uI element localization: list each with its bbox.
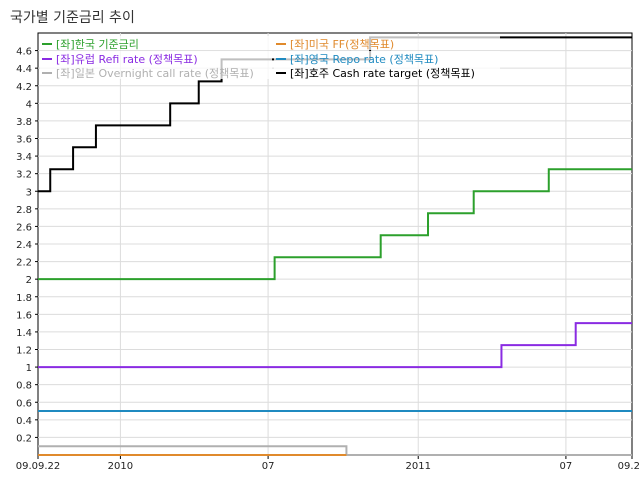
- x-tick-label: 2010: [108, 461, 133, 472]
- series-line-2: [38, 445, 632, 456]
- y-tick-label: 2: [26, 275, 32, 286]
- legend-bg: [40, 65, 272, 79]
- y-tick-label: 2.6: [16, 222, 32, 233]
- legend-bg: [274, 51, 500, 65]
- y-tick-label: 3: [26, 187, 32, 198]
- legend-label: [좌]미국 FF(정책목표): [290, 38, 394, 51]
- y-tick-label: 1.4: [16, 328, 32, 339]
- x-tick-label: 09.20: [618, 461, 640, 472]
- y-tick-label: 2.8: [16, 205, 32, 216]
- legend-label: [좌]한국 기준금리: [56, 38, 139, 51]
- legend-bg: [274, 36, 500, 50]
- legend-label: [좌]유럽 Refi rate (정책목표): [56, 52, 198, 66]
- legend-label: [좌]일본 Overnight call rate (정책목표): [56, 66, 254, 80]
- y-tick-label: 1.6: [16, 310, 32, 321]
- x-tick-label: 2011: [405, 461, 430, 472]
- x-tick-label: 07: [560, 461, 573, 472]
- y-tick-label: 4.2: [16, 82, 32, 93]
- legend-bg: [40, 36, 272, 50]
- y-tick-label: 3.8: [16, 117, 32, 128]
- y-tick-label: 2.4: [16, 240, 32, 251]
- y-tick-label: 4.4: [16, 64, 32, 75]
- y-tick-label: 1.2: [16, 346, 32, 357]
- y-tick-label: 0.6: [16, 398, 32, 409]
- legend-bg: [274, 65, 500, 79]
- y-tick-label: 0.2: [16, 433, 32, 444]
- legend-label: [좌]영국 Repo rate (정책목표): [290, 53, 438, 66]
- y-tick-label: 1: [26, 363, 32, 374]
- x-tick-label: 09.09.22: [16, 461, 61, 472]
- y-tick-label: 1.8: [16, 293, 32, 304]
- series-line-0: [38, 168, 632, 281]
- chart-title: 국가별 기준금리 추이: [10, 10, 135, 26]
- y-tick-label: 0.4: [16, 416, 32, 427]
- legend-label: [좌]호주 Cash rate target (정책목표): [290, 67, 475, 80]
- y-tick-label: 4: [26, 99, 32, 110]
- series-line-1: [38, 322, 632, 369]
- y-tick-label: 3.2: [16, 170, 32, 181]
- legend-bg: [40, 51, 272, 65]
- y-tick-label: 0.8: [16, 381, 32, 392]
- x-tick-label: 07: [262, 461, 275, 472]
- y-tick-label: 3.6: [16, 135, 32, 146]
- y-tick-label: 4.6: [16, 47, 32, 58]
- y-tick-label: 2.2: [16, 258, 32, 269]
- y-tick-label: 3.4: [16, 152, 32, 163]
